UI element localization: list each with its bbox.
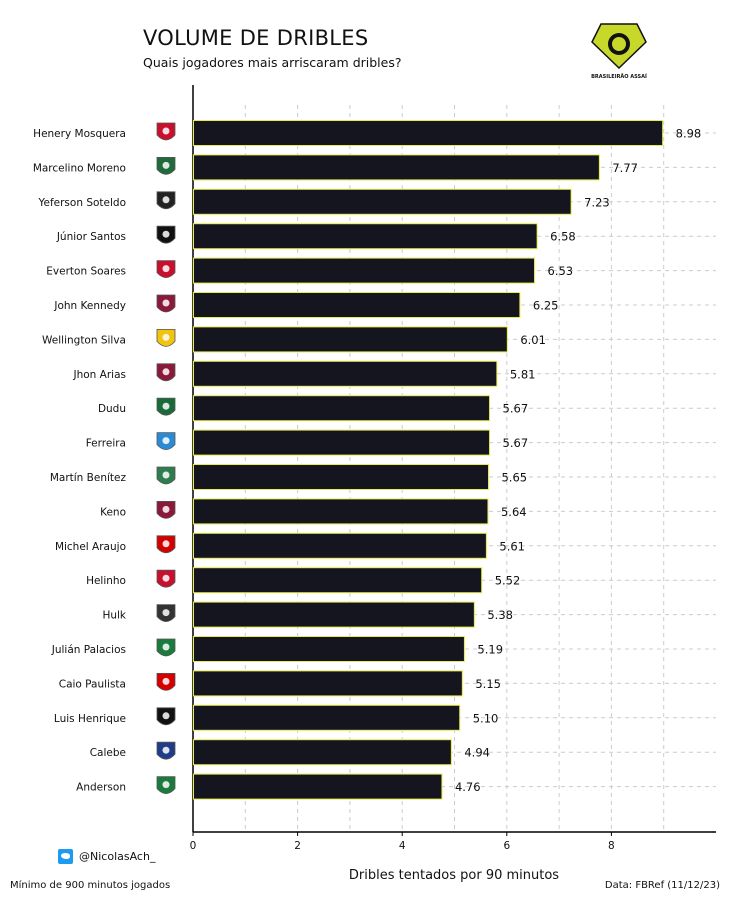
palmeiras-badge-emblem: [162, 402, 170, 410]
flamengo-badge-emblem: [162, 265, 170, 273]
x-tick-label: 0: [190, 840, 197, 852]
player-name-label: Calebe: [90, 747, 126, 759]
botafogo-badge-emblem: [162, 230, 170, 238]
brasileirao-logo: BRASILEIRÃO ASSAÍ: [591, 23, 647, 80]
value-label: 6.58: [550, 230, 576, 244]
atletico-mg-badge-emblem: [162, 609, 170, 617]
twitter-credit: @NicolasAch_: [58, 849, 155, 864]
player-name-label: Martín Benítez: [50, 472, 127, 484]
value-label: 5.38: [487, 608, 513, 622]
bar: [193, 704, 461, 731]
player-name-label: Julián Palacios: [51, 644, 126, 656]
redbull-bragantino-badge-emblem: [162, 574, 170, 582]
value-label: 5.10: [473, 711, 499, 725]
value-label: 5.65: [501, 471, 527, 485]
player-name-label: Luis Henrique: [54, 713, 126, 725]
bar: [193, 360, 498, 387]
player-name-label: Júnior Santos: [56, 231, 126, 243]
value-label: 5.61: [499, 539, 525, 553]
x-tick-label: 8: [608, 840, 615, 852]
value-label: 8.98: [676, 127, 702, 141]
fortaleza-badge-emblem: [162, 746, 170, 754]
bar: [193, 670, 463, 697]
value-label: 4.94: [464, 746, 490, 760]
player-name-label: Keno: [100, 506, 126, 518]
bar: [193, 498, 489, 525]
bar: [193, 188, 572, 215]
player-name-label: Henery Mosquera: [33, 128, 126, 140]
player-name-label: Wellington Silva: [42, 334, 126, 346]
value-label: 7.23: [584, 195, 610, 209]
gremio-badge-emblem: [162, 437, 170, 445]
value-label: 5.15: [475, 677, 501, 691]
player-name-label: Hulk: [102, 610, 126, 622]
america-mg-badge-emblem: [162, 471, 170, 479]
value-label: 6.53: [548, 264, 574, 278]
bar: [193, 120, 664, 146]
bar: [193, 636, 465, 662]
fluminense-badge-emblem: [162, 299, 170, 307]
player-name-label: Yeferson Soteldo: [37, 197, 126, 209]
player-name-label: Helinho: [86, 575, 126, 587]
player-name-label: Marcelino Moreno: [33, 162, 126, 174]
twitter-handle: @NicolasAch_: [79, 850, 156, 863]
footnote-minimum-minutes: Mínimo de 900 minutos jogados: [10, 880, 171, 891]
player-name-label: Dudu: [98, 403, 126, 415]
x-tick-label: 2: [294, 840, 301, 852]
bar: [193, 154, 600, 181]
bar: [193, 257, 536, 284]
fluminense-badge-emblem: [162, 368, 170, 376]
redbull-bragantino-badge-emblem: [162, 127, 170, 135]
logo-text: BRASILEIRÃO ASSAÍ: [591, 72, 647, 80]
bar: [193, 532, 487, 559]
value-label: 5.19: [477, 643, 503, 657]
bar: [193, 326, 508, 353]
value-label: 5.64: [501, 505, 527, 519]
value-label: 4.76: [455, 780, 481, 794]
chart-title: VOLUME DE DRIBLES: [143, 26, 369, 50]
cuiaba-badge-emblem: [162, 333, 170, 341]
bar: [193, 601, 475, 628]
x-tick-label: 6: [503, 840, 510, 852]
bar: [193, 567, 483, 594]
value-label: 5.67: [503, 402, 529, 416]
value-label: 6.25: [533, 299, 559, 313]
value-label: 5.52: [495, 574, 521, 588]
fluminense-badge-emblem: [162, 505, 170, 513]
botafogo-badge-emblem: [162, 712, 170, 720]
bar: [193, 773, 443, 800]
value-label: 5.81: [510, 367, 536, 381]
coritiba-badge-emblem: [162, 161, 170, 169]
value-label: 5.67: [503, 436, 529, 450]
goias-badge-emblem: [162, 643, 170, 651]
player-name-label: Caio Paulista: [59, 678, 126, 690]
bar: [193, 464, 489, 490]
value-label: 7.77: [612, 161, 638, 175]
bar: [193, 292, 521, 318]
data-source: Data: FBRef (11/12/23): [604, 880, 720, 891]
sao-paulo-badge-emblem: [162, 677, 170, 685]
x-tick-label: 4: [399, 840, 406, 852]
player-name-label: John Kennedy: [53, 300, 126, 312]
twitter-icon: [58, 849, 73, 864]
santos-badge-emblem: [162, 196, 170, 204]
sao-paulo-badge-emblem: [162, 540, 170, 548]
goias-badge-emblem: [162, 781, 170, 789]
player-name-label: Everton Soares: [46, 266, 126, 278]
bar: [193, 429, 491, 456]
chart-subtitle: Quais jogadores mais arriscaram dribles?: [143, 55, 402, 70]
player-name-label: Michel Araujo: [55, 541, 126, 553]
player-name-label: Jhon Arias: [73, 369, 127, 381]
bar: [193, 395, 491, 422]
player-name-label: Ferreira: [86, 438, 126, 450]
value-label: 6.01: [520, 333, 546, 347]
bar: [193, 223, 538, 250]
bar: [193, 739, 452, 766]
player-name-label: Anderson: [76, 782, 126, 794]
x-axis-label: Dribles tentados por 90 minutos: [349, 868, 559, 883]
